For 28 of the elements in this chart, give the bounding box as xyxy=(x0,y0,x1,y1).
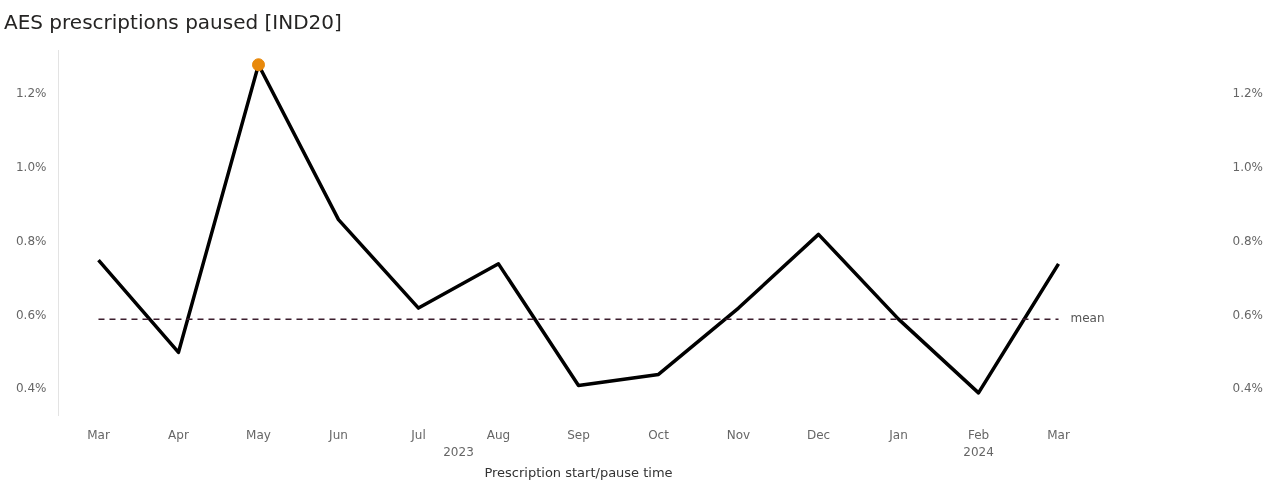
x-tick-label: Nov xyxy=(726,428,751,443)
text: 2023 xyxy=(443,445,474,460)
y-tick-label: 0.4% xyxy=(15,381,47,396)
x-tick-label: Aug xyxy=(486,428,511,443)
y-tick-label: 0.8% xyxy=(15,233,47,248)
x-tick-label: Mar xyxy=(1047,428,1070,443)
text: 0.8% xyxy=(1232,233,1263,248)
text: 1.0% xyxy=(1232,160,1263,175)
x-tick-label: Apr xyxy=(168,428,189,443)
text: 2024 xyxy=(963,445,994,460)
x-tick-label: Jan xyxy=(888,428,908,443)
y-tick-label: 0.6% xyxy=(15,307,47,322)
x-tick-label: Sep xyxy=(567,428,590,443)
text: 0.6% xyxy=(1232,307,1263,322)
x-tick-label: Dec xyxy=(806,428,831,443)
text: 0.4% xyxy=(1232,381,1263,396)
x-tick-label: Oct xyxy=(648,428,670,443)
text: 1.2% xyxy=(1232,86,1263,101)
x-tick-label: May xyxy=(246,428,271,443)
x-tick-label: Feb xyxy=(967,428,990,443)
y-tick-label: 1.0% xyxy=(15,160,47,175)
y-tick-label: 1.2% xyxy=(15,86,47,101)
x-tick-label: Mar xyxy=(87,428,110,443)
x-tick-label: Jul xyxy=(410,428,426,443)
ref-line-label: mean xyxy=(1070,311,1105,326)
x-axis-title: Prescription start/pause time xyxy=(484,464,673,480)
x-tick-label: Jun xyxy=(328,428,348,443)
chart-title: AES prescriptions paused [IND20] xyxy=(4,10,342,35)
